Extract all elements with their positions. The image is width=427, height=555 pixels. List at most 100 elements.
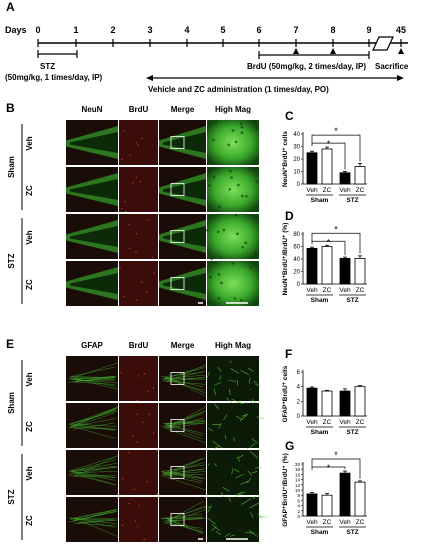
micrograph-image [119, 403, 158, 448]
column-header: High Mag [215, 105, 251, 114]
timeline-break-symbol [373, 37, 393, 50]
timeline-tick-label: 3 [147, 25, 152, 35]
micrograph-image [66, 450, 118, 495]
x-tick-label: ZC [323, 187, 332, 194]
micrograph-image [207, 399, 264, 449]
sacrifice-arrow [398, 48, 404, 54]
x-tick-label: Veh [306, 287, 318, 294]
significance-marker: * [327, 463, 331, 473]
y-tick-label: 18 [295, 467, 301, 472]
group-label: Sham [7, 156, 16, 178]
y-tick-label: 0 [297, 182, 301, 188]
x-tick-label: Veh [306, 187, 318, 194]
x-tick-label: ZC [323, 519, 332, 526]
bar [340, 473, 350, 516]
micrograph-image [159, 261, 206, 306]
micrograph-image [66, 497, 118, 542]
stz-label: STZ [40, 62, 55, 71]
micrograph-image [159, 214, 206, 259]
micrograph-image [66, 403, 118, 448]
y-tick-label: 20 [295, 462, 301, 467]
y-axis-label: NeuN⁺BrdU⁺/BrdU⁺ (%) [282, 223, 289, 296]
y-tick-label: 2 [297, 509, 300, 514]
bar [355, 482, 365, 516]
panel-label-g: G [285, 439, 294, 453]
bar [307, 388, 317, 416]
group-label: STZ [346, 429, 358, 436]
y-axis-label: GFAP⁺BrdU⁺ cells [282, 365, 289, 422]
vehicle-arrow [146, 75, 404, 81]
micrograph-image [207, 261, 259, 306]
bar [355, 167, 365, 185]
group-label: Sham [7, 392, 16, 414]
micrograph-image [119, 356, 158, 401]
significance-bracket [312, 233, 360, 254]
row-label: Veh [25, 466, 34, 480]
timeline-tick-label: 0 [35, 25, 40, 35]
y-tick-label: 8 [297, 493, 300, 498]
y-tick-label: 6 [297, 370, 301, 376]
timeline-tick-label: 45 [396, 25, 406, 35]
x-tick-label: ZC [323, 287, 332, 294]
micrograph-image [66, 167, 118, 212]
timeline-tick-label: 2 [110, 25, 115, 35]
row-label: Veh [25, 136, 34, 150]
micrograph-image [159, 356, 206, 401]
y-tick-label: 80 [293, 232, 300, 238]
group-label: Sham [311, 197, 329, 204]
row-label: ZC [25, 515, 34, 526]
y-tick-label: 30 [293, 145, 300, 151]
x-tick-label: Veh [306, 419, 318, 426]
row-label: Veh [25, 372, 34, 386]
micrograph-image [66, 120, 118, 165]
micrograph-image [119, 497, 158, 542]
micrograph-image [119, 261, 158, 306]
panel-label-a: A [6, 0, 15, 14]
micrograph-image [119, 120, 158, 165]
group-label: STZ [346, 297, 358, 304]
y-tick-label: 6 [297, 498, 300, 503]
column-header: BrdU [129, 341, 149, 350]
micrograph-image [159, 497, 206, 542]
x-tick-label: Veh [339, 287, 351, 294]
timeline-tick-label: 8 [330, 25, 335, 35]
group-label: Sham [311, 529, 329, 536]
sacrifice-label: Sacrifice [375, 62, 409, 71]
panel-label-f: F [285, 347, 292, 361]
brdu-bracket [259, 48, 369, 59]
y-tick-label: 20 [293, 157, 300, 163]
micrograph-image [159, 120, 206, 165]
x-tick-label: ZC [356, 187, 365, 194]
y-tick-label: 0 [297, 282, 301, 288]
x-tick-label: Veh [339, 419, 351, 426]
bar [340, 173, 350, 184]
group-label: STZ [7, 489, 16, 504]
micrograph-image [119, 214, 158, 259]
significance-marker: * [334, 224, 338, 234]
panel-label-e: E [6, 337, 14, 351]
column-header: Merge [171, 105, 195, 114]
micrograph-image [204, 495, 268, 542]
y-tick-label: 40 [293, 132, 300, 138]
bar [307, 248, 317, 284]
micrograph-image [119, 450, 158, 495]
bar [355, 387, 365, 416]
bar [340, 391, 350, 416]
stz-bracket [38, 50, 77, 58]
bar [355, 258, 365, 284]
x-tick-label: ZC [356, 419, 365, 426]
significance-marker: * [334, 450, 338, 460]
y-tick-label: 0 [297, 414, 301, 420]
significance-bracket [312, 459, 360, 479]
y-tick-label: 14 [295, 478, 301, 483]
panel-label-b: B [6, 101, 15, 115]
micrograph-image [66, 356, 118, 401]
micrograph-image [159, 167, 206, 212]
panel-label-c: C [285, 109, 294, 123]
micrograph-image [207, 167, 259, 212]
column-header: Merge [171, 341, 195, 350]
